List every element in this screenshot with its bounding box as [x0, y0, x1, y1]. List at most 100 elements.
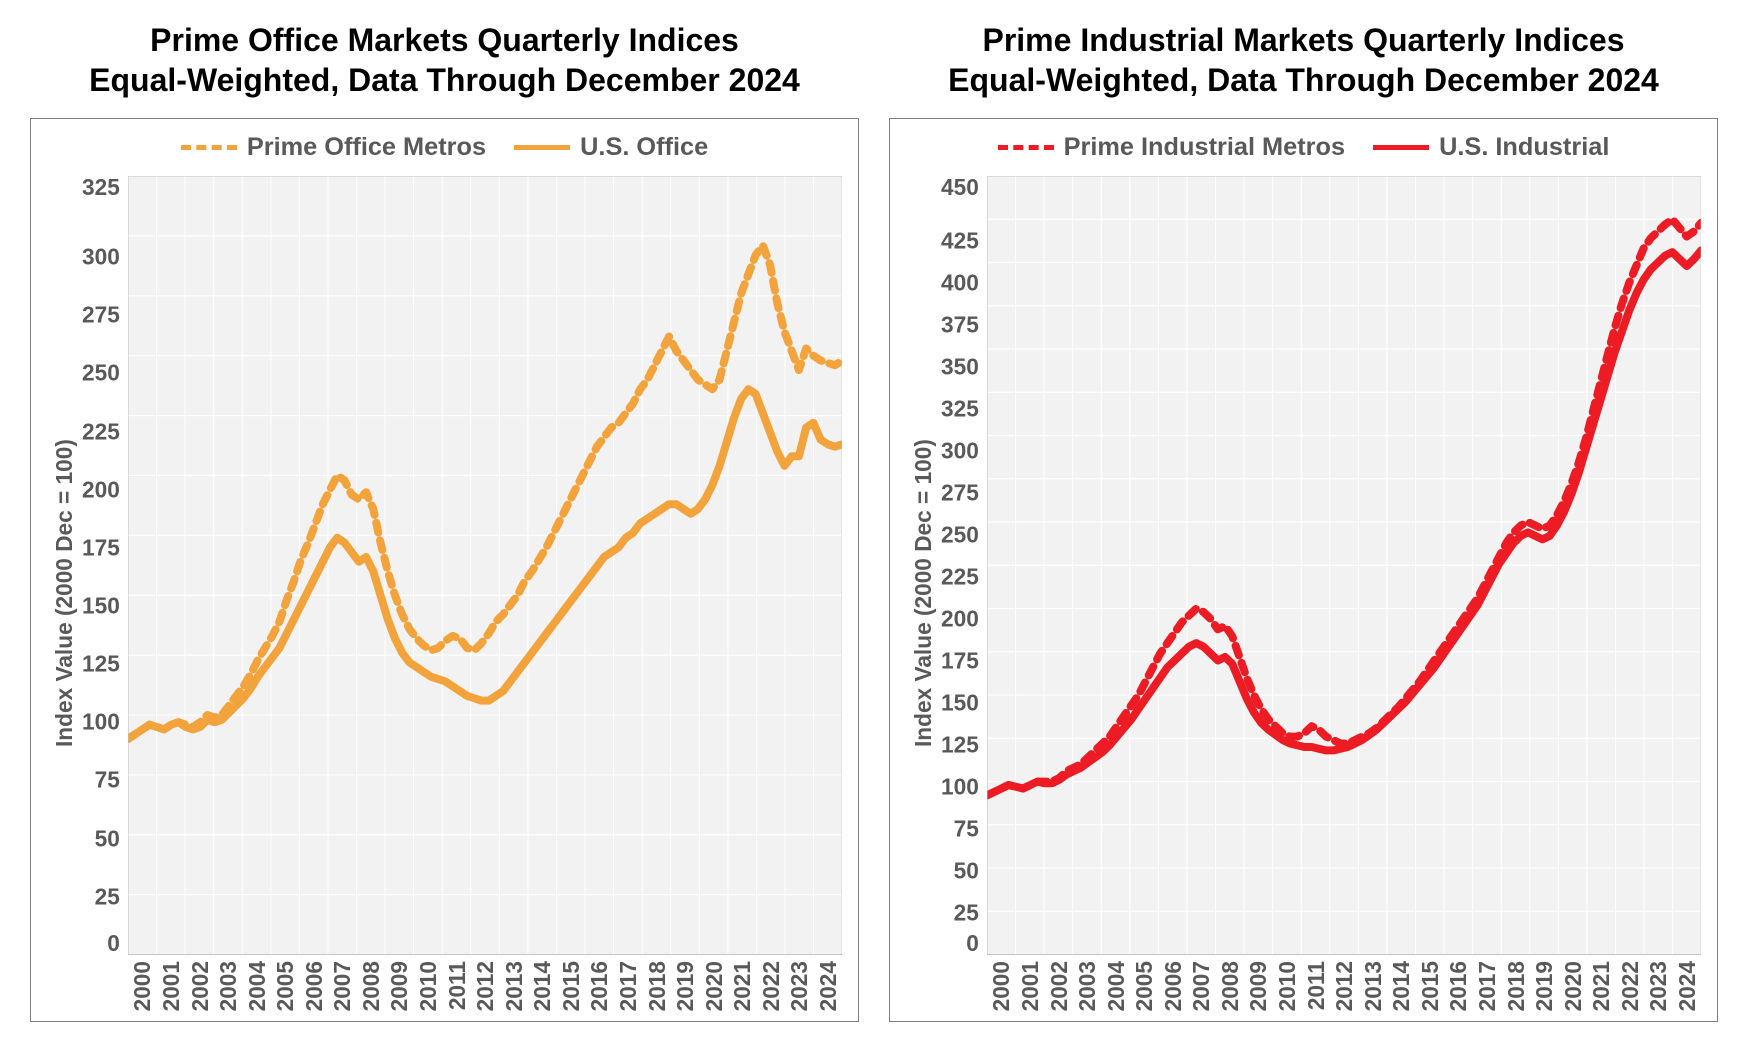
- y-tick-label: 100: [941, 775, 979, 798]
- x-tick-label: 2000: [987, 961, 1016, 1011]
- legend-item: U.S. Office: [514, 133, 708, 162]
- y-tick-label: 225: [82, 420, 120, 443]
- y-tick-label: 75: [95, 769, 120, 792]
- x-tick-label: 2017: [613, 961, 642, 1011]
- industrial-legend: Prime Industrial Metros U.S. Industrial: [906, 133, 1701, 162]
- y-tick-label: 200: [82, 478, 120, 501]
- x-tick-label: 2001: [156, 961, 185, 1011]
- x-tick-label: 2017: [1472, 961, 1501, 1011]
- legend-swatch: [1373, 145, 1429, 150]
- y-tick-label: 225: [941, 565, 979, 588]
- legend-swatch: [998, 145, 1054, 150]
- office-card: Prime Office MetrosU.S. Office Index Val…: [30, 118, 859, 1022]
- office-title-line1: Prime Office Markets Quarterly Indices: [150, 22, 739, 58]
- office-xticks: 2000200120022003200420052006200720082009…: [82, 955, 842, 1011]
- x-tick-label: 2020: [1558, 961, 1587, 1011]
- legend-item: U.S. Industrial: [1373, 133, 1609, 162]
- x-tick-label: 2003: [1073, 961, 1102, 1011]
- x-tick-label: 2002: [185, 961, 214, 1011]
- office-plot-wrap: 3253002752502252001751501251007550250 20…: [82, 176, 842, 1011]
- y-tick-label: 350: [941, 355, 979, 378]
- legend-swatch: [514, 145, 570, 150]
- x-tick-label: 2022: [756, 961, 785, 1011]
- office-yticks: 3253002752502252001751501251007550250: [82, 176, 128, 955]
- y-tick-label: 175: [82, 536, 120, 559]
- x-tick-label: 2020: [699, 961, 728, 1011]
- x-tick-label: 2013: [1358, 961, 1387, 1011]
- x-tick-label: 2013: [499, 961, 528, 1011]
- industrial-plot-wrap: 4504254003753503253002752502252001751501…: [941, 176, 1701, 1011]
- office-legend: Prime Office Metros U.S. Office: [47, 133, 842, 162]
- y-tick-label: 275: [941, 481, 979, 504]
- y-tick-label: 125: [941, 733, 979, 756]
- y-tick-label: 375: [941, 313, 979, 336]
- y-tick-label: 275: [82, 304, 120, 327]
- x-tick-label: 2019: [1530, 961, 1559, 1011]
- y-tick-label: 50: [954, 859, 979, 882]
- y-tick-label: 200: [941, 607, 979, 630]
- x-tick-label: 2008: [356, 961, 385, 1011]
- x-tick-label: 2004: [242, 961, 271, 1011]
- office-title: Prime Office Markets Quarterly Indices E…: [30, 20, 859, 100]
- y-tick-label: 50: [95, 827, 120, 850]
- y-tick-label: 400: [941, 271, 979, 294]
- x-tick-label: 2012: [471, 961, 500, 1011]
- x-tick-label: 2022: [1615, 961, 1644, 1011]
- x-tick-label: 2014: [528, 961, 557, 1011]
- x-tick-label: 2011: [442, 961, 471, 1011]
- y-tick-label: 0: [966, 932, 979, 955]
- x-tick-label: 2000: [128, 961, 157, 1011]
- legend-label: Prime Industrial Metros: [1064, 133, 1346, 162]
- page: Prime Office Markets Quarterly Indices E…: [0, 0, 1748, 1042]
- x-tick-label: 2021: [728, 961, 757, 1011]
- x-tick-label: 2021: [1587, 961, 1616, 1011]
- office-plot-area: [128, 176, 842, 955]
- industrial-title-line1: Prime Industrial Markets Quarterly Indic…: [982, 22, 1624, 58]
- x-tick-label: 2004: [1101, 961, 1130, 1011]
- x-tick-label: 2018: [642, 961, 671, 1011]
- y-tick-label: 125: [82, 652, 120, 675]
- legend-swatch: [181, 145, 237, 150]
- y-tick-label: 325: [82, 176, 120, 199]
- x-tick-label: 2016: [585, 961, 614, 1011]
- industrial-y-title: Index Value (2000 Dec = 100): [906, 176, 941, 1011]
- y-tick-label: 300: [941, 439, 979, 462]
- x-tick-label: 2009: [1244, 961, 1273, 1011]
- y-tick-label: 450: [941, 176, 979, 199]
- x-tick-label: 2023: [785, 961, 814, 1011]
- legend-label: U.S. Office: [580, 133, 708, 162]
- industrial-panel: Prime Industrial Markets Quarterly Indic…: [889, 20, 1718, 1022]
- x-tick-label: 2016: [1444, 961, 1473, 1011]
- industrial-plot-area: [987, 176, 1701, 955]
- x-tick-label: 2005: [271, 961, 300, 1011]
- office-title-line2: Equal-Weighted, Data Through December 20…: [89, 62, 800, 98]
- x-tick-label: 2003: [214, 961, 243, 1011]
- x-tick-label: 2007: [1187, 961, 1216, 1011]
- legend-label: U.S. Industrial: [1439, 133, 1609, 162]
- x-tick-label: 2002: [1044, 961, 1073, 1011]
- x-tick-label: 2001: [1015, 961, 1044, 1011]
- y-tick-label: 250: [82, 362, 120, 385]
- industrial-chart-body: Index Value (2000 Dec = 100) 450 425 400 37…: [906, 176, 1701, 1011]
- legend-item: Prime Industrial Metros: [998, 133, 1346, 162]
- x-tick-label: 2023: [1644, 961, 1673, 1011]
- y-tick-label: 425: [941, 229, 979, 252]
- x-tick-label: 2007: [328, 961, 357, 1011]
- industrial-card: Prime Industrial Metros U.S. Industrial I…: [889, 118, 1718, 1022]
- x-tick-label: 2015: [1415, 961, 1444, 1011]
- x-tick-label: 2024: [813, 961, 842, 1011]
- office-panel: Prime Office Markets Quarterly Indices E…: [30, 20, 859, 1022]
- y-tick-label: 175: [941, 649, 979, 672]
- industrial-xticks: 2000200120022003200420052006200720082009…: [941, 955, 1701, 1011]
- x-tick-label: 2006: [1158, 961, 1187, 1011]
- x-tick-label: 2008: [1215, 961, 1244, 1011]
- industrial-title-line2: Equal-Weighted, Data Through December 20…: [948, 62, 1659, 98]
- x-tick-label: 2024: [1672, 961, 1701, 1011]
- industrial-title: Prime Industrial Markets Quarterly Indic…: [889, 20, 1718, 100]
- x-tick-label: 2015: [556, 961, 585, 1011]
- y-tick-label: 75: [954, 817, 979, 840]
- office-chart-body: Index Value (2000 Dec = 100) 32530027525…: [47, 176, 842, 1011]
- x-tick-label: 2006: [299, 961, 328, 1011]
- legend-label: Prime Office Metros: [247, 133, 486, 162]
- y-tick-label: 300: [82, 245, 120, 268]
